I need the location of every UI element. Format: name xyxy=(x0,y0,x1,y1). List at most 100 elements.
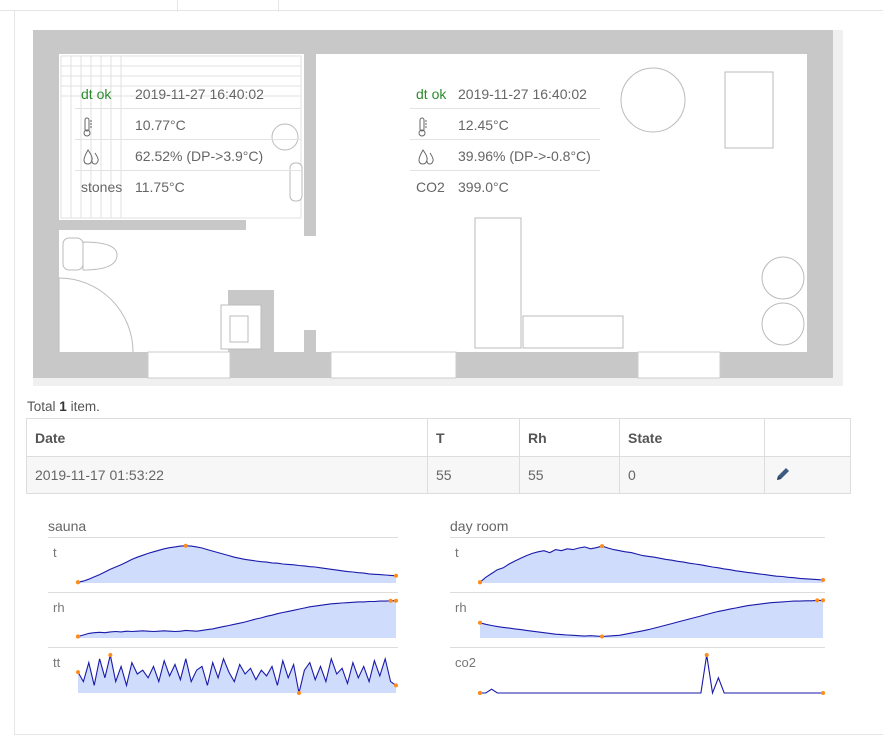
sparkline-area xyxy=(480,600,823,638)
sparkline-marker xyxy=(600,634,605,639)
column-header-state[interactable]: State xyxy=(619,418,765,457)
dayroom-status-row: dt ok 2019-11-27 16:40:02 xyxy=(410,78,600,109)
pencil-icon[interactable] xyxy=(775,466,791,485)
stones-label: stones xyxy=(81,179,123,195)
sauna-row-divider xyxy=(48,647,398,648)
sauna-temperature: 10.77°C xyxy=(135,117,186,133)
sparkline-marker xyxy=(815,598,820,603)
summary-count: 1 xyxy=(59,399,67,414)
sparkline-marker xyxy=(478,580,482,585)
co2-value: 399.0°C xyxy=(458,179,509,195)
sparkline-marker xyxy=(821,577,825,582)
low-table xyxy=(522,315,624,349)
window-3 xyxy=(637,351,721,379)
sparkline-marker xyxy=(394,573,398,578)
data-grid: Date T Rh State 2019-11-17 01:53:22 55 5… xyxy=(26,418,851,494)
stool-2 xyxy=(761,302,805,346)
cell-actions xyxy=(764,456,851,494)
sparkline-marker xyxy=(821,598,825,603)
dayroom-temperature: 12.45°C xyxy=(458,117,509,133)
dayroom-chart-title: day room xyxy=(450,518,509,534)
sauna-sparkline-tt xyxy=(76,653,398,695)
cell-rh: 55 xyxy=(519,456,620,494)
sauna-bench xyxy=(60,55,302,219)
dayroom-humidity-row: 39.96% (DP->-0.8°C) xyxy=(410,140,600,171)
cell-t: 55 xyxy=(427,456,520,494)
sauna-temp-row: 10.77°C xyxy=(75,109,301,140)
sparkline-line xyxy=(77,600,396,638)
sauna-chart-title: sauna xyxy=(48,518,87,534)
sauna-sparkline-t xyxy=(76,543,398,585)
sauna-series-label: t xyxy=(53,545,57,560)
stones-value: 11.75°C xyxy=(135,179,185,195)
sauna-ladle xyxy=(289,162,303,202)
sparkline-marker xyxy=(478,691,482,695)
sparkline-marker xyxy=(76,670,80,675)
sparkline-area xyxy=(78,545,396,583)
cell-state: 0 xyxy=(619,456,765,494)
sparkline-line xyxy=(479,599,823,638)
sparkline-marker xyxy=(821,691,825,695)
sauna-heater xyxy=(271,123,299,151)
column-header-date[interactable]: Date xyxy=(26,418,428,457)
sauna-humidity-row: 62.52% (DP->3.9°C) xyxy=(75,140,301,171)
floor-plan: dt ok 2019-11-27 16:40:02 10.77°C 62.52%… xyxy=(33,30,843,386)
grid-summary: Total 1 item. xyxy=(27,399,100,414)
wall-stub xyxy=(304,330,316,352)
column-header-rh[interactable]: Rh xyxy=(519,418,620,457)
sparkline-marker xyxy=(76,634,80,639)
sparkline-marker xyxy=(600,544,605,549)
sparkline-marker xyxy=(183,543,188,548)
frame-bottom-edge xyxy=(33,378,843,386)
sauna-wall-bottom xyxy=(59,220,246,230)
dayroom-series-label: t xyxy=(455,545,459,560)
dayroom-temp-row: 12.45°C xyxy=(410,109,600,140)
sauna-series-label: rh xyxy=(53,600,65,615)
window-2 xyxy=(330,351,457,379)
dayroom-sparkline-t xyxy=(478,544,825,585)
sparkline-line xyxy=(480,654,823,695)
sauna-stones-row: stones 11.75°C xyxy=(75,171,301,202)
stool-1 xyxy=(761,256,805,300)
window-1 xyxy=(147,351,231,379)
sparkline-marker xyxy=(76,580,80,585)
dayroom-sparkline-co2 xyxy=(478,653,825,695)
sauna-datetime: 2019-11-27 16:40:02 xyxy=(135,86,264,102)
sauna-series-label: tt xyxy=(53,655,61,670)
dayroom-readout: dt ok 2019-11-27 16:40:02 12.45°C 39.96%… xyxy=(410,78,600,206)
column-header-actions xyxy=(764,418,851,457)
door-swing xyxy=(58,277,134,353)
dayroom-series-label: co2 xyxy=(455,655,476,670)
sparkline-area xyxy=(480,546,823,583)
column-header-t[interactable]: T xyxy=(427,418,520,457)
bench xyxy=(474,217,522,349)
frame-edge xyxy=(833,30,843,386)
sauna-row-divider xyxy=(48,537,398,538)
sauna-humidity: 62.52% (DP->3.9°C) xyxy=(135,148,264,164)
sauna-status: dt ok xyxy=(81,86,112,102)
dayroom-co2-row: CO2 399.0°C xyxy=(410,171,600,202)
sparkline-line xyxy=(77,545,397,583)
sparkline-marker xyxy=(704,653,709,657)
sparkline-marker xyxy=(108,653,113,657)
floor-plan-drawing xyxy=(33,30,843,386)
sparkline-marker xyxy=(394,598,398,603)
summary-suffix: item. xyxy=(70,399,100,414)
sparkline-marker xyxy=(478,620,482,625)
dayroom-sparkline-rh xyxy=(478,598,825,639)
round-table xyxy=(620,67,686,133)
co2-label: CO2 xyxy=(416,179,445,195)
cell-date: 2019-11-17 01:53:22 xyxy=(26,456,428,494)
sparkline-line xyxy=(479,545,824,583)
dayroom-row-divider xyxy=(450,647,825,648)
active-tab[interactable] xyxy=(177,0,279,12)
sparkline-area xyxy=(78,600,396,638)
dayroom-status: dt ok xyxy=(416,86,447,102)
summary-prefix: Total xyxy=(27,399,56,414)
dayroom-row-divider xyxy=(450,592,825,593)
sparkline-marker xyxy=(388,598,393,603)
sparkline-marker xyxy=(296,691,301,695)
sparkline-line xyxy=(77,654,397,694)
dayroom-series-label: rh xyxy=(455,600,467,615)
sauna-readout: dt ok 2019-11-27 16:40:02 10.77°C 62.52%… xyxy=(75,78,301,206)
